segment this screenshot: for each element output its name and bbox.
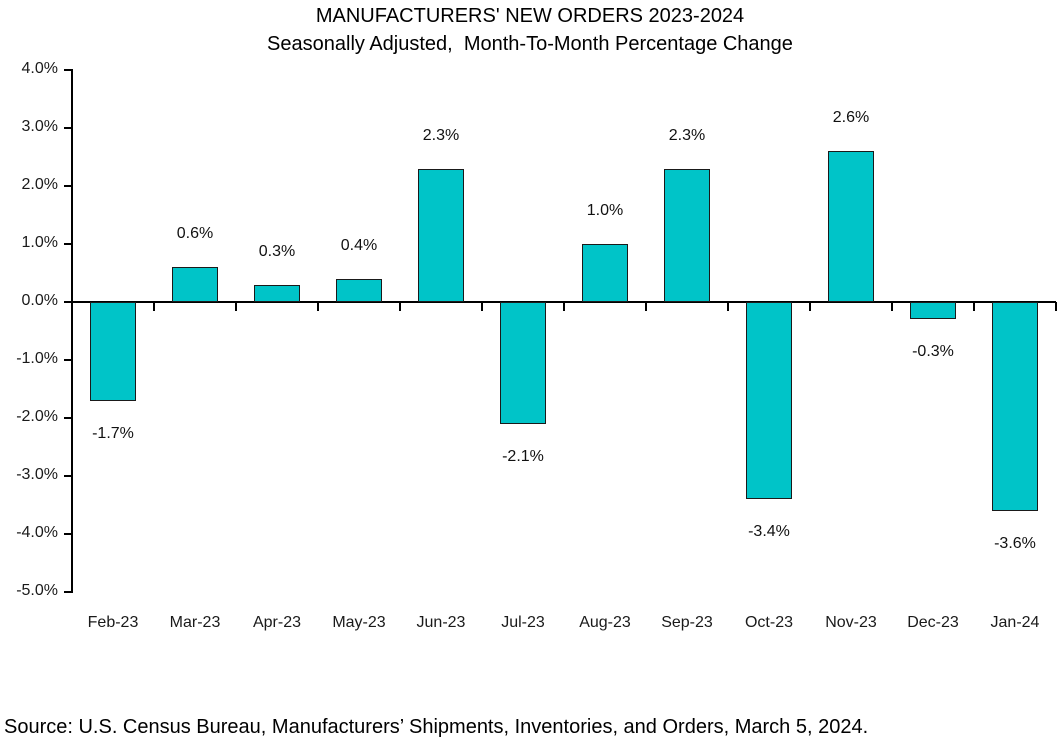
x-category-label: Feb-23 bbox=[87, 614, 139, 631]
x-tick bbox=[645, 302, 647, 311]
bar-value-label: 2.3% bbox=[422, 126, 460, 144]
x-category-label: Aug-23 bbox=[579, 614, 631, 631]
x-tick bbox=[317, 302, 319, 311]
bar-value-label: 0.3% bbox=[258, 242, 296, 260]
bar-value-label: 1.0% bbox=[586, 202, 624, 219]
x-category-label: Jan-24 bbox=[990, 614, 1040, 631]
y-tick bbox=[64, 127, 72, 129]
x-tick bbox=[973, 302, 975, 311]
x-tick bbox=[809, 302, 811, 311]
y-tick-label: -4.0% bbox=[16, 524, 58, 541]
x-tick bbox=[727, 302, 729, 311]
bar bbox=[992, 302, 1038, 511]
x-category-label: Apr-23 bbox=[252, 614, 302, 631]
y-tick-label: -3.0% bbox=[16, 466, 58, 483]
x-category-label: Oct-23 bbox=[744, 614, 793, 631]
y-tick bbox=[64, 533, 72, 535]
y-tick bbox=[64, 243, 72, 245]
x-tick bbox=[563, 302, 565, 311]
y-tick-label: 2.0% bbox=[21, 176, 58, 193]
x-category-label: Sep-23 bbox=[661, 614, 713, 631]
bar bbox=[500, 302, 546, 424]
y-tick-label: 3.0% bbox=[21, 118, 58, 135]
bar bbox=[418, 168, 464, 302]
bar bbox=[90, 302, 136, 401]
bar bbox=[582, 244, 628, 302]
y-tick-label: 0.0% bbox=[21, 292, 58, 309]
source-note: Source: U.S. Census Bureau, Manufacturer… bbox=[4, 716, 869, 738]
x-category-label: Jul-23 bbox=[501, 614, 545, 631]
bar-value-label: 2.6% bbox=[832, 109, 870, 127]
x-tick bbox=[891, 302, 893, 311]
y-tick bbox=[64, 359, 72, 361]
bar bbox=[828, 151, 874, 302]
bar-value-label: 0.6% bbox=[176, 225, 214, 243]
y-tick bbox=[64, 591, 72, 593]
y-tick bbox=[64, 185, 72, 187]
y-tick-label: -1.0% bbox=[16, 350, 58, 367]
y-tick bbox=[64, 475, 72, 477]
y-tick bbox=[64, 69, 72, 71]
y-tick-label: -5.0% bbox=[16, 582, 58, 599]
bar bbox=[254, 284, 300, 302]
bar-value-label: -3.6% bbox=[994, 534, 1036, 552]
y-tick-label: -2.0% bbox=[16, 408, 58, 425]
bar-value-label: -0.3% bbox=[912, 343, 954, 361]
x-tick bbox=[481, 302, 483, 311]
chart-title: MANUFACTURERS' NEW ORDERS 2023-2024 bbox=[315, 5, 745, 27]
y-tick bbox=[64, 301, 72, 303]
bar bbox=[910, 302, 956, 320]
bar-value-label: 0.4% bbox=[340, 236, 378, 254]
x-category-label: Dec-23 bbox=[907, 614, 959, 631]
y-tick-label: 4.0% bbox=[21, 60, 58, 77]
x-tick bbox=[399, 302, 401, 311]
y-tick bbox=[64, 417, 72, 419]
bar-value-label: -1.7% bbox=[92, 424, 134, 442]
x-category-label: Jun-23 bbox=[416, 614, 466, 631]
bar bbox=[746, 302, 792, 500]
chart-subtitle: Seasonally Adjusted, Month-To-Month Perc… bbox=[267, 33, 793, 55]
x-category-label: May-23 bbox=[332, 614, 386, 631]
x-category-label: Nov-23 bbox=[825, 614, 877, 631]
x-tick bbox=[1055, 302, 1057, 311]
y-axis-line bbox=[71, 69, 73, 593]
x-category-label: Mar-23 bbox=[169, 614, 221, 631]
bar-value-label: -2.1% bbox=[502, 447, 544, 465]
bar bbox=[172, 267, 218, 302]
y-tick-label: 1.0% bbox=[21, 234, 58, 251]
bar bbox=[336, 278, 382, 302]
bar-value-label: 2.3% bbox=[668, 126, 706, 144]
bar-value-label: -3.4% bbox=[748, 523, 790, 541]
x-tick bbox=[235, 302, 237, 311]
x-tick bbox=[153, 302, 155, 311]
bar bbox=[664, 168, 710, 302]
